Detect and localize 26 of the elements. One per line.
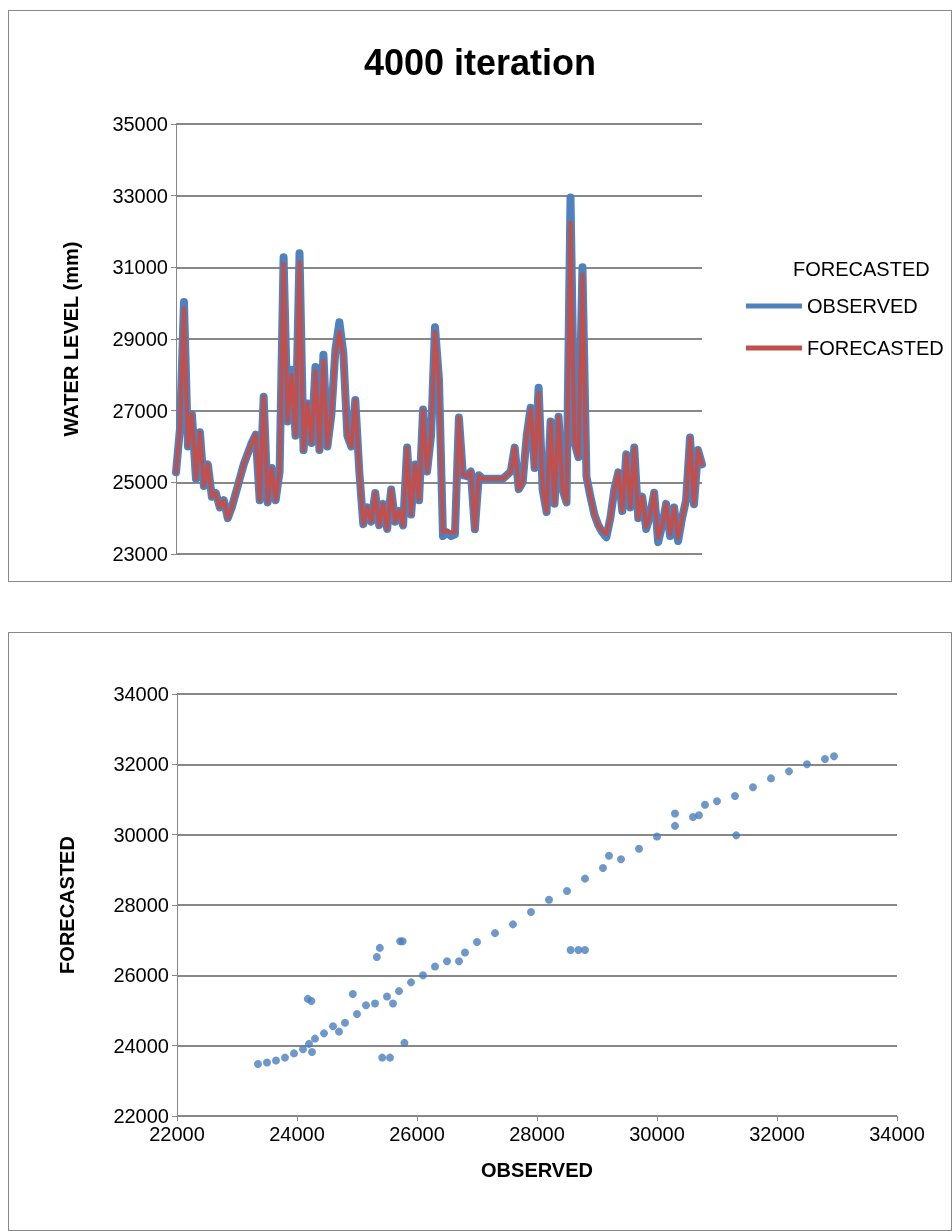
x-tick-label: 26000 (389, 1123, 445, 1145)
y-tick-label: 25000 (112, 471, 168, 494)
x-tick-label: 24000 (269, 1123, 325, 1145)
y-tick-label: 33000 (112, 184, 168, 207)
y-tick-label: 35000 (112, 113, 168, 135)
x-tick-label: 28000 (509, 1123, 565, 1145)
legend-label: FORECASTED (807, 337, 944, 359)
y-tick-label: 31000 (112, 256, 168, 279)
x-tick-label: 34000 (869, 1123, 925, 1145)
y-tick-label: 34000 (113, 683, 169, 705)
legend-label: OBSERVED (807, 295, 918, 317)
y-tick-label: 29000 (112, 328, 168, 350)
x-tick-label: 32000 (749, 1123, 805, 1145)
chart-title: 4000 iteration (363, 41, 597, 83)
y-axis-title: FORECASTED (56, 836, 78, 974)
y-tick-label: 27000 (112, 399, 168, 422)
y-axis-title: WATER LEVEL (mm) (60, 241, 82, 437)
x-axis-title: OBSERVED (481, 1159, 593, 1181)
y-tick-label: 28000 (113, 894, 169, 916)
y-tick-label: 24000 (113, 1034, 169, 1057)
y-tick-label: 23000 (112, 543, 168, 565)
y-tick-label: 32000 (113, 753, 169, 776)
x-tick-label: 30000 (629, 1123, 685, 1145)
y-tick-label: 26000 (113, 964, 169, 987)
y-tick-label: 30000 (113, 823, 169, 846)
legend-title: FORECASTED (793, 258, 930, 280)
